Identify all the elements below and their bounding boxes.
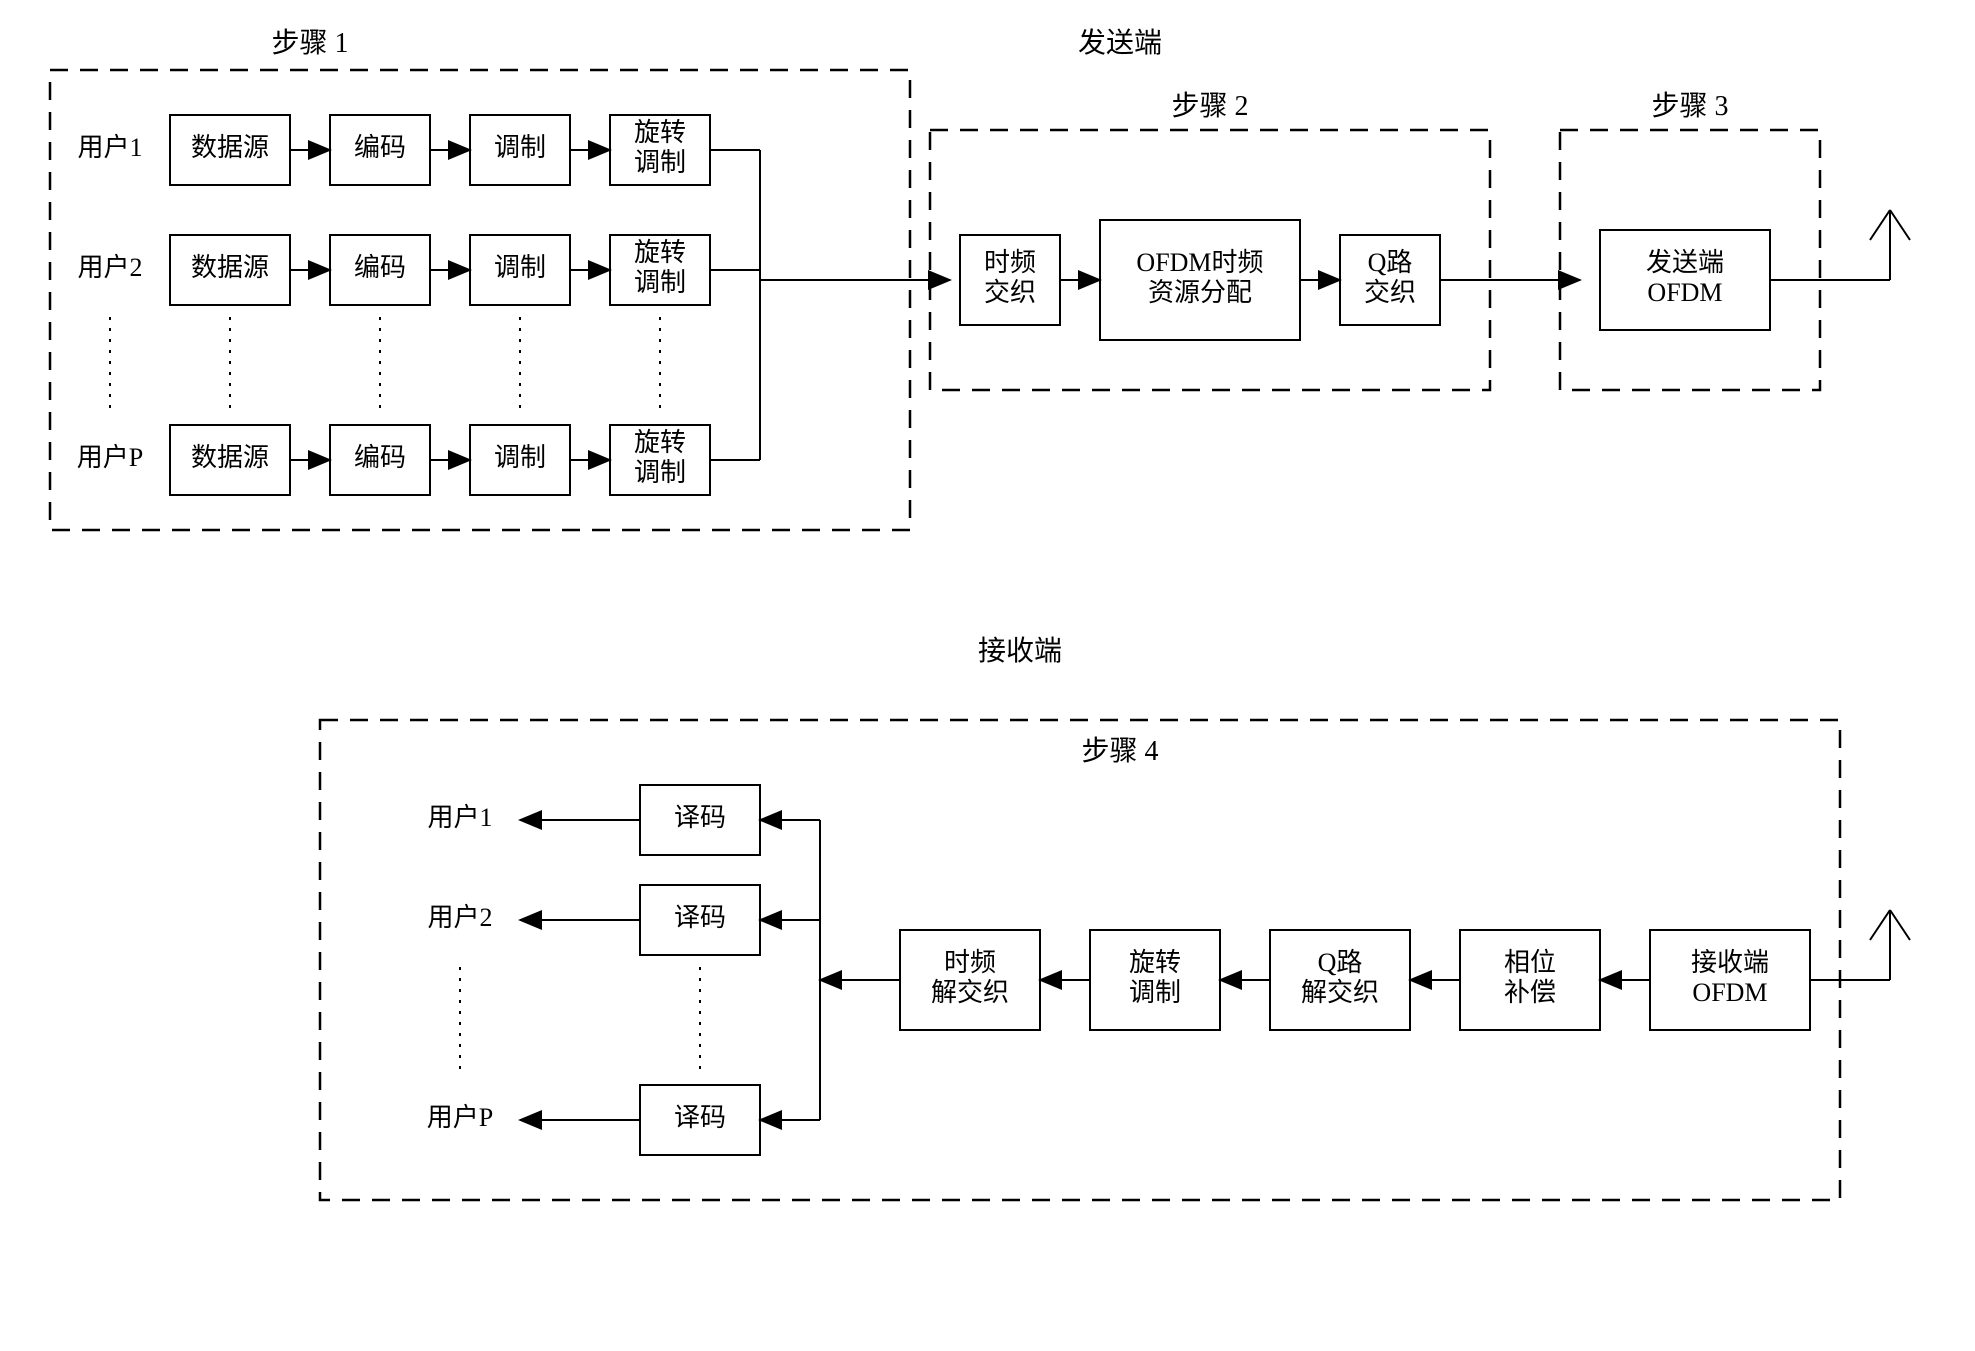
block-diagram: 发送端步骤 1用户1用户2用户P数据源编码调制旋转调制数据源编码调制旋转调制数据… [20, 20, 1975, 1331]
svg-text:旋转: 旋转 [1129, 948, 1181, 977]
svg-text:发送端: 发送端 [1078, 27, 1162, 59]
svg-text:步骤 4: 步骤 4 [1081, 736, 1158, 767]
svg-text:相位: 相位 [1504, 948, 1556, 977]
svg-text:译码: 译码 [674, 1103, 726, 1132]
svg-text:资源分配: 资源分配 [1148, 278, 1252, 307]
svg-text:用户1: 用户1 [427, 803, 492, 832]
svg-text:接收端: 接收端 [978, 635, 1062, 667]
svg-text:补偿: 补偿 [1504, 978, 1556, 1007]
svg-text:接收端: 接收端 [1691, 948, 1769, 977]
svg-text:调制: 调制 [634, 268, 686, 297]
svg-text:调制: 调制 [494, 253, 546, 282]
svg-text:旋转: 旋转 [634, 118, 686, 147]
svg-text:调制: 调制 [634, 458, 686, 487]
svg-text:用户2: 用户2 [77, 253, 142, 282]
svg-text:数据源: 数据源 [191, 253, 269, 282]
svg-text:时频: 时频 [944, 948, 996, 977]
svg-text:编码: 编码 [354, 253, 406, 282]
svg-text:调制: 调制 [634, 148, 686, 177]
svg-text:旋转: 旋转 [634, 428, 686, 457]
svg-text:Q路: Q路 [1318, 948, 1363, 977]
svg-text:发送端: 发送端 [1646, 248, 1724, 277]
svg-text:交织: 交织 [1364, 278, 1416, 307]
svg-text:用户2: 用户2 [427, 903, 492, 932]
svg-text:Q路: Q路 [1368, 248, 1413, 277]
svg-text:OFDM: OFDM [1692, 978, 1767, 1007]
svg-text:交织: 交织 [984, 278, 1036, 307]
svg-text:时频: 时频 [984, 248, 1036, 277]
svg-text:步骤 3: 步骤 3 [1651, 91, 1728, 122]
svg-text:步骤 1: 步骤 1 [271, 28, 348, 59]
svg-text:调制: 调制 [1129, 978, 1181, 1007]
svg-text:解交织: 解交织 [931, 978, 1009, 1007]
svg-text:步骤 2: 步骤 2 [1171, 91, 1248, 122]
svg-text:调制: 调制 [494, 133, 546, 162]
svg-text:OFDM时频: OFDM时频 [1136, 248, 1263, 277]
svg-text:旋转: 旋转 [634, 238, 686, 267]
svg-text:用户P: 用户P [427, 1103, 493, 1132]
svg-text:译码: 译码 [674, 903, 726, 932]
svg-text:解交织: 解交织 [1301, 978, 1379, 1007]
svg-text:OFDM: OFDM [1647, 278, 1722, 307]
svg-text:数据源: 数据源 [191, 133, 269, 162]
svg-text:编码: 编码 [354, 443, 406, 472]
svg-text:编码: 编码 [354, 133, 406, 162]
svg-text:译码: 译码 [674, 803, 726, 832]
svg-text:数据源: 数据源 [191, 443, 269, 472]
svg-text:调制: 调制 [494, 443, 546, 472]
svg-text:用户P: 用户P [77, 443, 143, 472]
svg-text:用户1: 用户1 [77, 133, 142, 162]
